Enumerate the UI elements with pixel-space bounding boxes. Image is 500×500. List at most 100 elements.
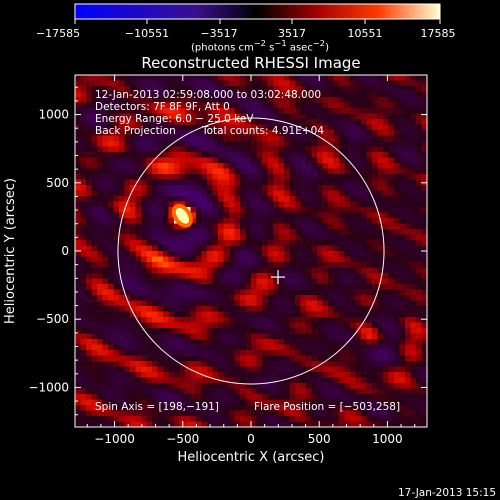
image-pixel: [333, 273, 340, 279]
image-pixel: [185, 245, 191, 252]
image-pixel: [168, 179, 175, 186]
image-pixel: [344, 91, 351, 98]
image-pixel: [80, 289, 87, 296]
image-pixel: [207, 416, 213, 422]
image-pixel: [135, 251, 142, 257]
image-pixel: [80, 196, 87, 202]
image-pixel: [91, 196, 98, 202]
image-pixel: [163, 218, 169, 224]
image-pixel: [421, 284, 427, 290]
image-pixel: [289, 119, 296, 125]
image-pixel: [251, 91, 257, 98]
image-pixel: [388, 339, 395, 345]
image-pixel: [300, 399, 307, 406]
image-pixel: [399, 372, 406, 378]
image-pixel: [174, 240, 180, 246]
image-pixel: [80, 146, 87, 153]
image-pixel: [80, 306, 87, 312]
image-pixel: [333, 410, 340, 417]
image-pixel: [185, 322, 191, 329]
image-pixel: [245, 229, 252, 235]
image-pixel: [339, 124, 345, 131]
image-pixel: [185, 86, 191, 92]
image-pixel: [361, 333, 367, 340]
image-pixel: [146, 223, 153, 230]
image-pixel: [97, 278, 103, 285]
image-pixel: [86, 306, 92, 312]
image-pixel: [163, 141, 169, 147]
image-pixel: [234, 223, 241, 230]
image-pixel: [267, 229, 274, 235]
image-pixel: [152, 212, 158, 219]
image-pixel: [229, 328, 235, 334]
image-pixel: [366, 152, 373, 158]
colorbar-unit-label: (photons cm−2 s−1 asec−2): [190, 38, 330, 54]
image-pixel: [366, 86, 373, 92]
image-pixel: [399, 405, 406, 411]
image-pixel: [157, 196, 164, 202]
image-pixel: [245, 416, 252, 422]
image-pixel: [168, 240, 175, 246]
image-pixel: [328, 383, 334, 389]
image-pixel: [207, 113, 213, 120]
image-pixel: [399, 306, 406, 312]
image-pixel: [383, 284, 389, 290]
image-pixel: [245, 168, 252, 175]
image-pixel: [113, 168, 120, 175]
image-pixel: [410, 190, 417, 197]
image-pixel: [212, 80, 219, 87]
image-pixel: [124, 130, 131, 136]
image-pixel: [80, 141, 87, 147]
image-pixel: [251, 245, 257, 252]
image-pixel: [410, 229, 417, 235]
image-pixel: [344, 410, 351, 417]
image-pixel: [102, 366, 109, 373]
image-pixel: [185, 130, 191, 136]
image-pixel: [262, 196, 268, 202]
image-pixel: [240, 86, 246, 92]
image-pixel: [328, 322, 334, 329]
image-pixel: [251, 196, 257, 202]
image-pixel: [377, 350, 384, 356]
image-pixel: [196, 399, 202, 406]
image-pixel: [372, 152, 378, 158]
image-pixel: [399, 333, 406, 340]
image-pixel: [333, 86, 340, 92]
image-pixel: [240, 410, 246, 417]
image-pixel: [416, 240, 422, 246]
image-pixel: [267, 295, 274, 301]
image-pixel: [278, 416, 285, 422]
image-pixel: [223, 388, 230, 395]
image-pixel: [372, 240, 378, 246]
image-pixel: [262, 262, 268, 268]
image-pixel: [355, 75, 362, 81]
image-pixel: [284, 344, 290, 351]
image-pixel: [311, 212, 318, 219]
image-pixel: [108, 113, 114, 120]
image-pixel: [377, 141, 384, 147]
image-pixel: [300, 421, 307, 427]
image-pixel: [355, 146, 362, 153]
image-pixel: [152, 377, 158, 384]
image-pixel: [240, 212, 246, 219]
image-pixel: [80, 377, 87, 384]
image-pixel: [91, 300, 98, 307]
image-pixel: [317, 410, 323, 417]
image-pixel: [328, 300, 334, 307]
image-pixel: [273, 86, 279, 92]
image-pixel: [240, 146, 246, 153]
image-pixel: [355, 234, 362, 241]
image-pixel: [361, 245, 367, 252]
image-pixel: [240, 399, 246, 406]
image-pixel: [295, 212, 301, 219]
image-pixel: [278, 223, 285, 230]
image-pixel: [201, 196, 208, 202]
image-pixel: [410, 394, 417, 400]
image-pixel: [350, 146, 356, 153]
image-pixel: [130, 152, 136, 158]
image-pixel: [251, 190, 257, 197]
image-pixel: [124, 322, 131, 329]
image-pixel: [300, 344, 307, 351]
image-pixel: [157, 174, 164, 180]
image-pixel: [328, 350, 334, 356]
